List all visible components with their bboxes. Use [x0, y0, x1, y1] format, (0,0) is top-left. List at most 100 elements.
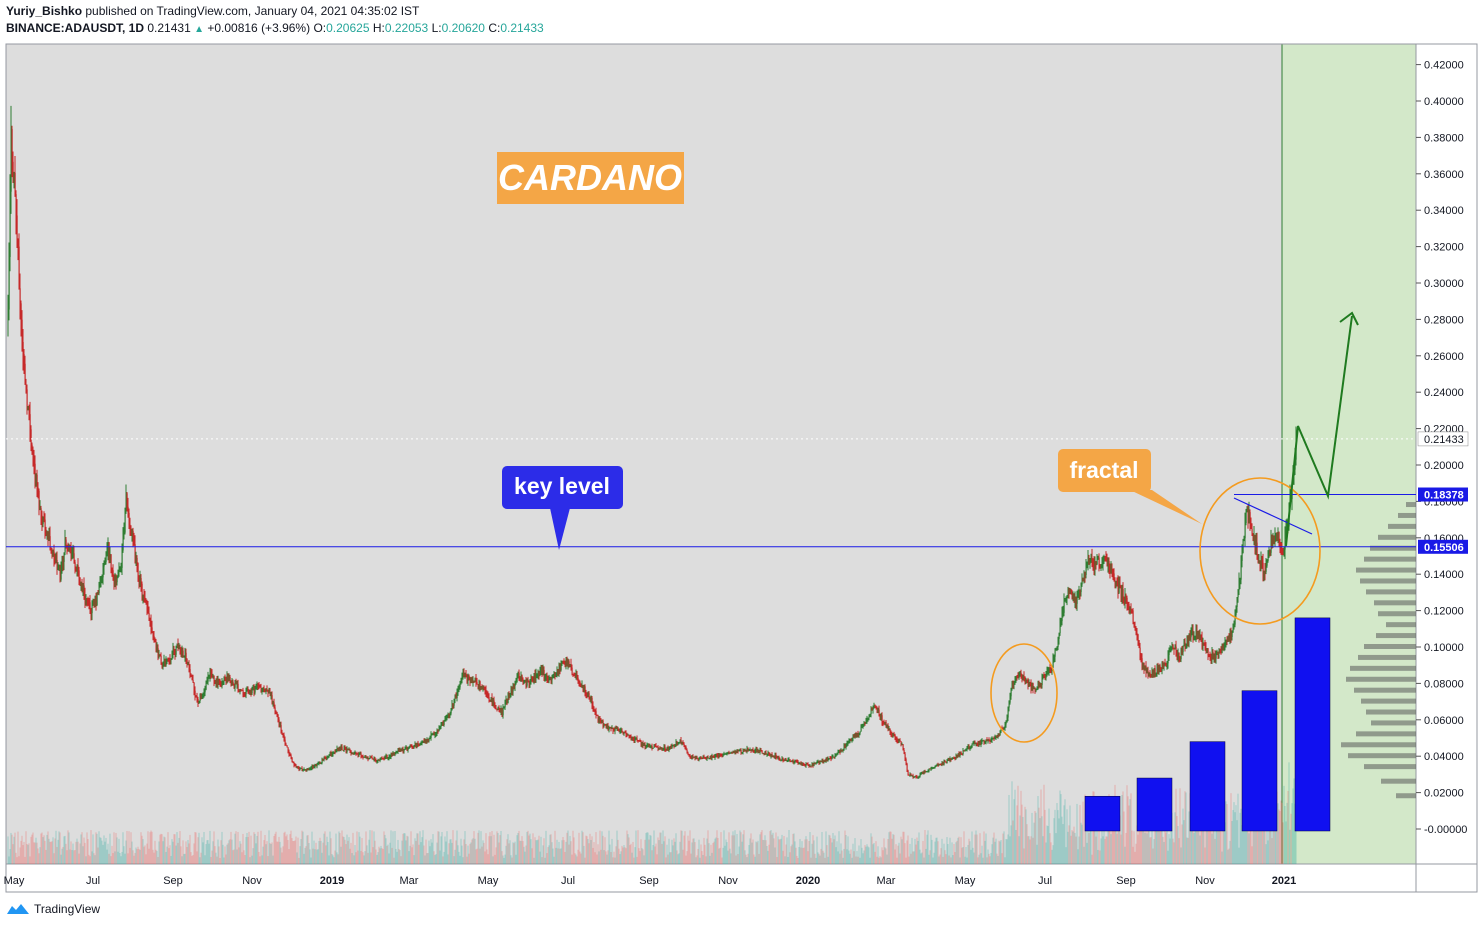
candle-body	[413, 746, 415, 748]
volume-bar	[75, 841, 77, 864]
volume-bar	[205, 844, 207, 864]
volume-bar	[257, 831, 259, 864]
candle-body	[756, 749, 758, 752]
candle-body	[598, 718, 600, 722]
candle-body	[373, 758, 375, 760]
candle-body	[245, 689, 247, 695]
candle-body	[568, 661, 570, 667]
volume-bar	[312, 848, 314, 864]
candle-body	[224, 678, 226, 681]
volume-bar	[261, 855, 263, 864]
volume-bar	[430, 839, 432, 864]
volume-bar	[1282, 822, 1284, 864]
candle-body	[1036, 686, 1038, 690]
candle-body	[597, 715, 599, 722]
candle-body	[211, 674, 213, 677]
volume-bar	[808, 841, 810, 864]
volume-bar	[721, 857, 723, 864]
candle-body	[582, 685, 584, 689]
volume-bar	[577, 849, 579, 864]
volume-bar	[552, 848, 554, 864]
candle-body	[1014, 680, 1016, 684]
volume-bar	[697, 848, 699, 864]
fractal-ellipse-large[interactable]	[1199, 477, 1321, 625]
candle-body	[110, 554, 112, 569]
volume-bar	[893, 834, 895, 864]
candle-body	[707, 756, 709, 759]
key-level-callout-box[interactable]	[502, 466, 623, 509]
candle-body	[1213, 654, 1215, 659]
descending-trendline[interactable]	[1233, 497, 1313, 535]
candle-body	[404, 748, 406, 750]
volume-bar	[1143, 820, 1145, 864]
candle-body	[874, 704, 876, 706]
candle-body	[201, 695, 203, 697]
volume-bar	[903, 831, 905, 864]
volume-bar	[289, 834, 291, 864]
candle-body	[907, 770, 909, 775]
volume-bar	[318, 841, 320, 864]
volume-bar	[966, 857, 968, 864]
candle-body	[586, 693, 588, 697]
candle-body	[233, 685, 235, 688]
candle-body	[1255, 542, 1257, 548]
candle-body	[541, 669, 543, 674]
volume-bar	[580, 853, 582, 864]
candle-body	[547, 678, 549, 681]
plot-background	[6, 44, 1416, 864]
volume-bar	[872, 844, 874, 864]
candle-body	[267, 689, 269, 694]
volume-bar	[240, 843, 242, 864]
candle-body	[509, 694, 511, 698]
candle-body	[1261, 558, 1263, 563]
volume-bar	[1098, 799, 1100, 864]
author-name[interactable]: Yuriy_Bishko	[6, 4, 83, 18]
candle-body	[878, 709, 880, 717]
volume-bar	[685, 855, 687, 864]
volume-bar	[605, 851, 607, 864]
projection-path[interactable]	[1285, 315, 1353, 547]
footer-brand[interactable]: TradingView	[34, 902, 101, 916]
candle-body	[291, 757, 293, 763]
volume-bar	[669, 852, 671, 864]
volume-bar	[308, 843, 310, 864]
candle-body	[8, 256, 10, 310]
fractal-ellipse-small[interactable]	[990, 643, 1058, 743]
candle-body	[354, 752, 356, 754]
candle-body	[1006, 717, 1008, 723]
price-axis[interactable]: 0.420000.400000.380000.360000.340000.320…	[1416, 60, 1467, 836]
candle-body	[238, 689, 240, 691]
volume-bar	[560, 848, 562, 864]
time-axis[interactable]: May Jul Sep Nov 2019 Mar May Jul Sep Nov 2020 Mar Ma…	[4, 875, 1297, 887]
candle-body	[528, 681, 530, 684]
candle-body	[28, 408, 30, 415]
volume-bar	[214, 846, 216, 864]
candle-body	[42, 517, 44, 525]
candle-body	[349, 749, 351, 751]
volume-bar	[22, 845, 24, 864]
candle-body	[1072, 594, 1074, 598]
volume-bar	[763, 840, 765, 864]
fractal-callout-box[interactable]	[1058, 449, 1151, 492]
volume-bar	[1251, 846, 1253, 864]
candle-body	[165, 660, 167, 666]
volume-bar	[358, 832, 360, 864]
volume-bar	[1172, 838, 1174, 864]
tradingview-logo-icon[interactable]	[6, 903, 30, 915]
candle-body	[514, 682, 516, 687]
candle-body	[571, 667, 573, 674]
candle-body	[729, 752, 731, 754]
volume-bar	[185, 841, 187, 864]
title-label-box[interactable]	[497, 152, 684, 204]
volume-bar	[421, 837, 423, 864]
candle-body	[722, 755, 724, 757]
volume-bar	[1181, 824, 1183, 864]
candle-body	[1178, 652, 1180, 658]
volume-bar	[186, 847, 188, 864]
candle-body	[893, 734, 895, 736]
volume-bar	[259, 856, 261, 864]
candle-body	[690, 757, 692, 759]
volume-bar	[1120, 834, 1122, 864]
candle-body	[860, 727, 862, 732]
